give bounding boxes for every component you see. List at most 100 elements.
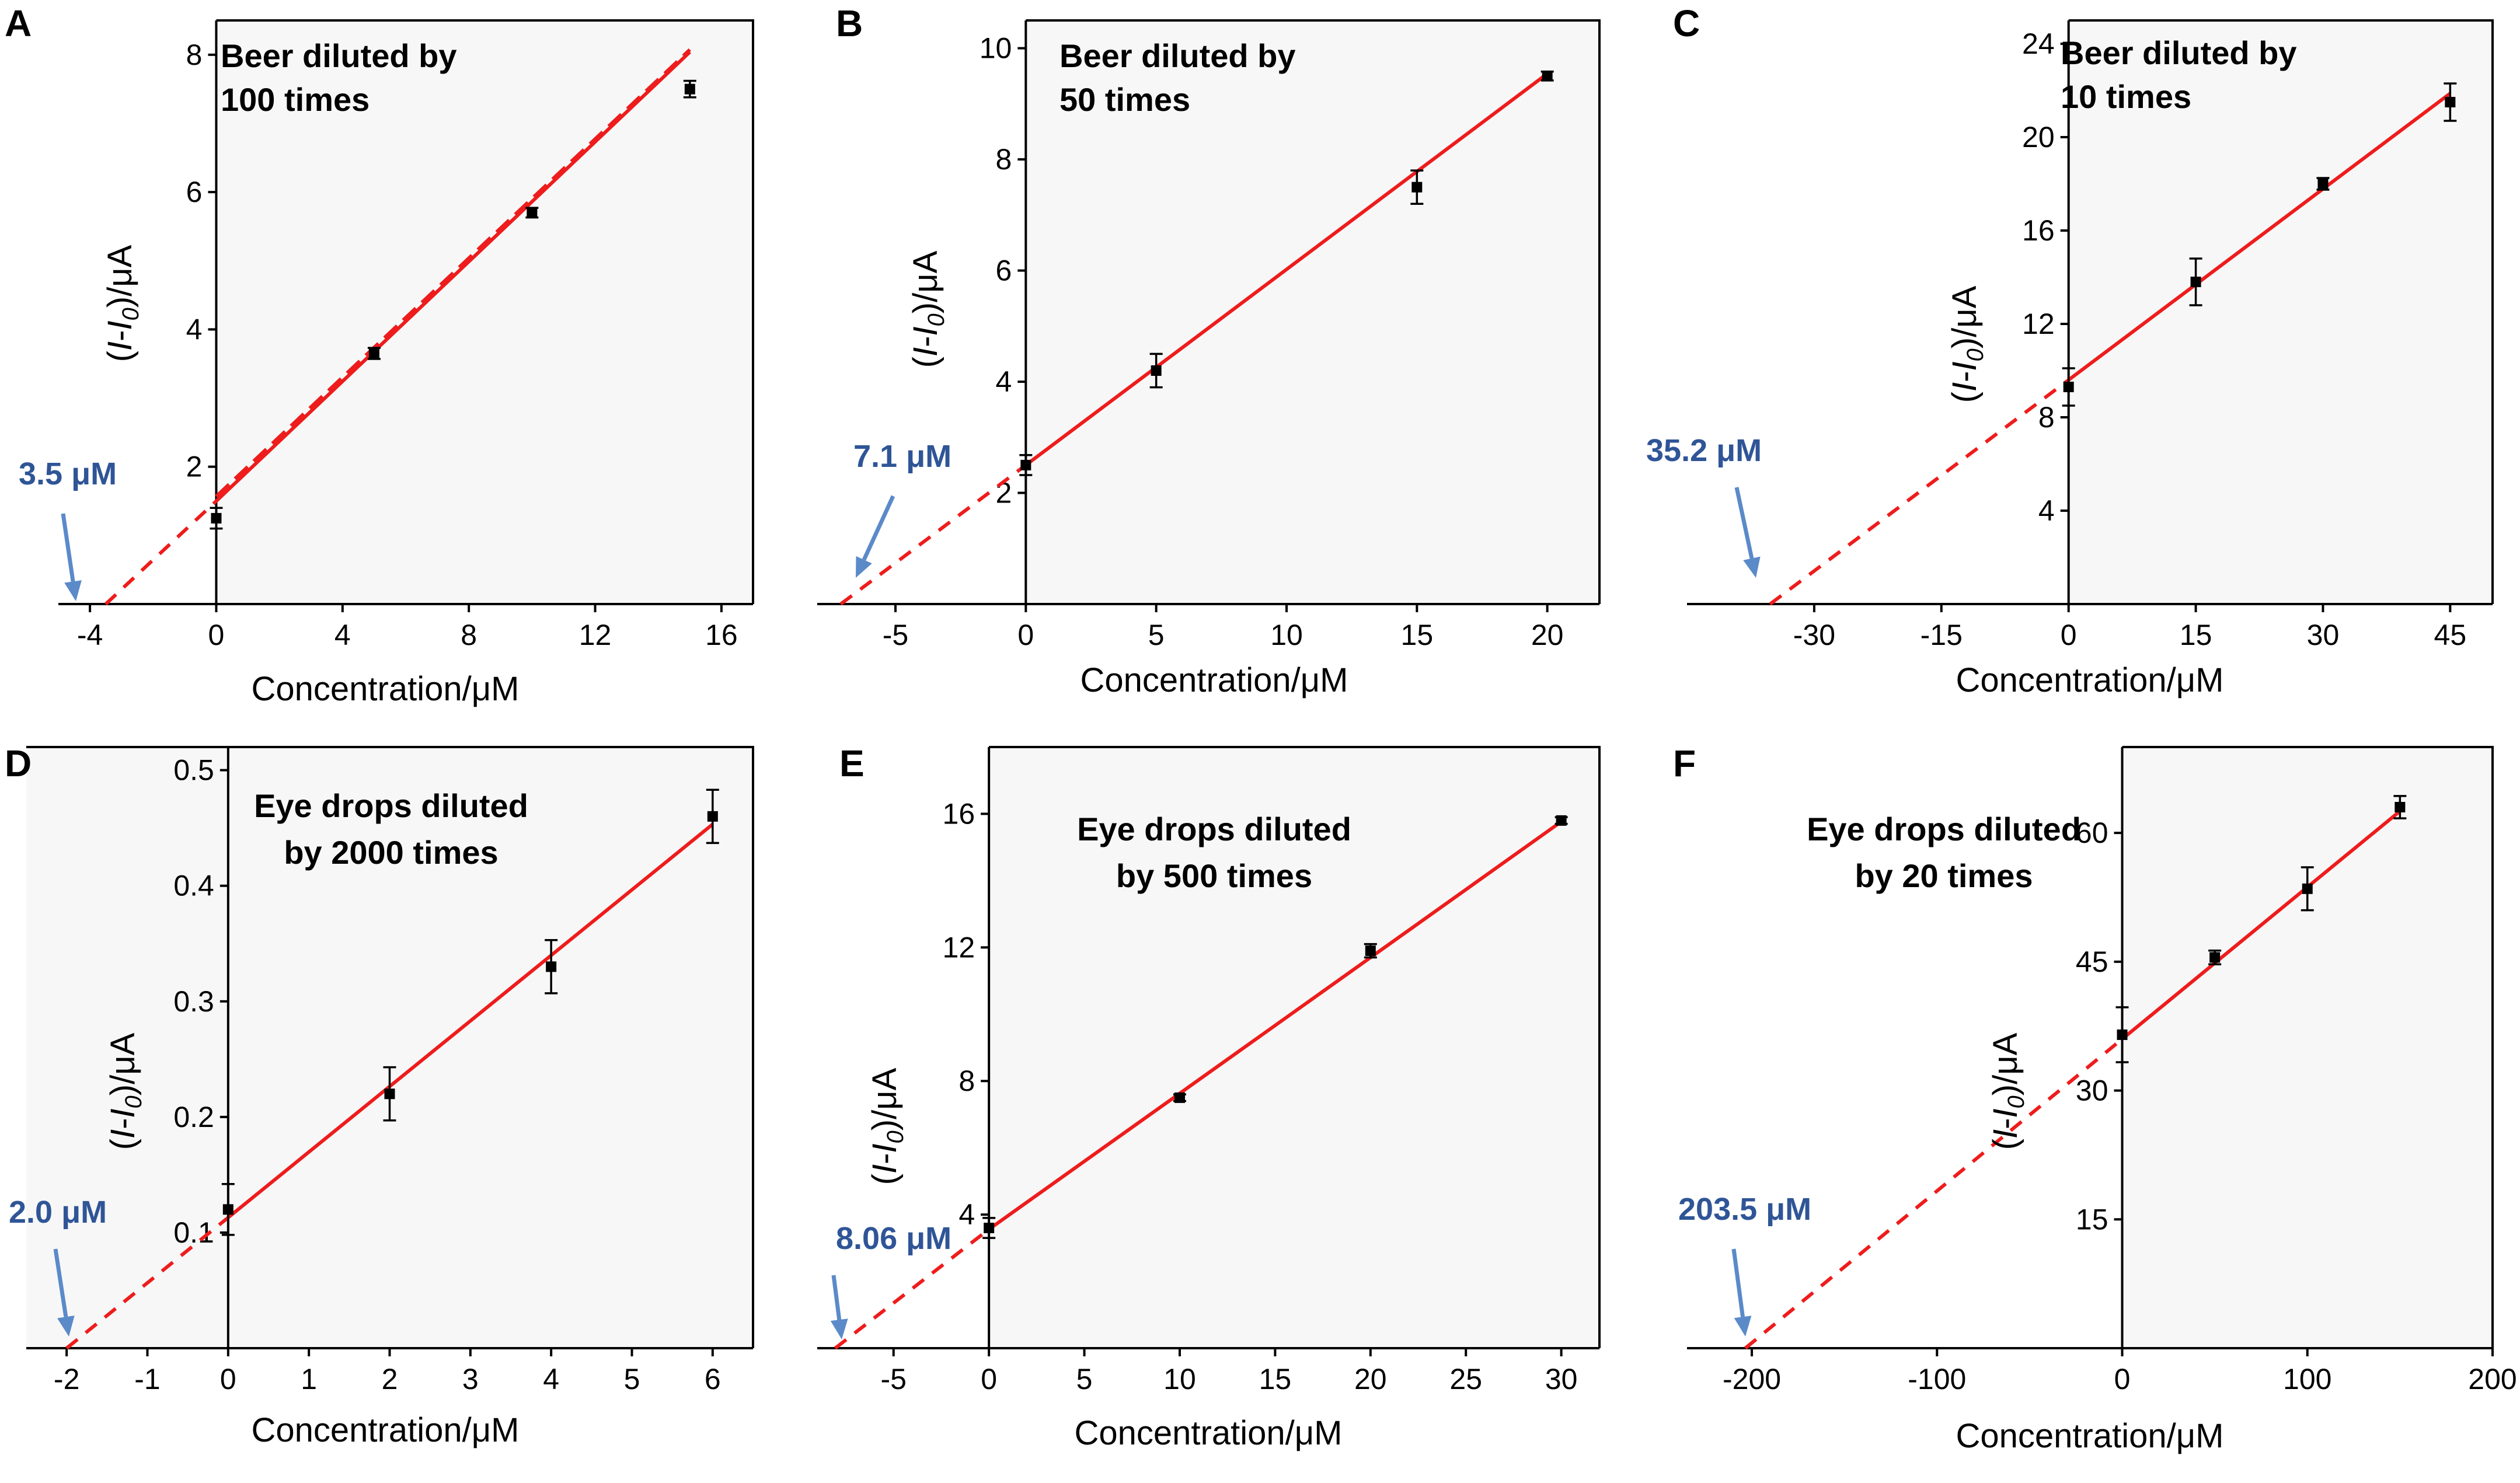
data-point <box>706 788 719 845</box>
y-axis-title: (I-I0)/μA <box>866 1067 908 1185</box>
plot-title-line: 100 times <box>221 81 370 118</box>
x-tick-label: 2 <box>382 1363 398 1395</box>
y-tick-label: 0.3 <box>173 985 214 1018</box>
y-axis-title-part: ( <box>1946 392 1984 403</box>
x-tick-label: 30 <box>1545 1363 1578 1395</box>
y-axis-title-part: )/μA <box>1986 1032 2024 1095</box>
marker <box>2445 97 2456 107</box>
intercept-arrow <box>1734 487 1761 578</box>
y-tick-label: 12 <box>943 931 975 964</box>
x-tick-label: 8 <box>461 619 477 651</box>
y-axis-title-part: I <box>101 320 139 330</box>
data-point <box>1410 169 1424 205</box>
x-axis-title: Concentration/μM <box>1956 661 2224 699</box>
y-tick-label: 6 <box>186 176 203 208</box>
plot-title-line: Eye drops diluted <box>254 787 528 824</box>
x-tick-label: 15 <box>1401 619 1434 651</box>
marker <box>2302 883 2313 894</box>
y-axis-title: (I-I0)/μA <box>907 250 949 368</box>
x-tick-label: -4 <box>77 619 103 651</box>
y-axis-title-part: ( <box>907 357 944 368</box>
arrow-head <box>64 580 82 601</box>
plot-title-line: 50 times <box>1059 81 1190 118</box>
data-point <box>2062 367 2075 407</box>
y-axis-title-part: )/μA <box>1946 285 1984 348</box>
y-axis-title-part: )/μA <box>907 250 944 313</box>
y-axis-title-part: - <box>1986 1118 2024 1129</box>
y-axis-title-part: I <box>104 1108 142 1118</box>
plot-title-line: by 20 times <box>1855 857 2033 894</box>
data-point <box>383 1066 396 1122</box>
y-axis-title: (I-I0)/μA <box>1946 285 1988 403</box>
extrapolation-line <box>1744 1037 2124 1350</box>
plot-area <box>216 20 753 604</box>
fit-line-dashed <box>215 48 691 498</box>
x-tick-label: -5 <box>880 1363 906 1395</box>
y-tick-label: 8 <box>958 1065 975 1097</box>
y-axis-title-part: 0 <box>2003 1095 2029 1108</box>
y-axis-title-part: 0 <box>118 308 144 320</box>
marker <box>2209 952 2221 963</box>
y-tick-label: 4 <box>2038 494 2055 527</box>
y-axis-title-part: - <box>1946 371 1984 382</box>
plot-frame <box>26 746 754 1348</box>
marker <box>1151 365 1162 376</box>
x-tick-label: 5 <box>1076 1363 1093 1395</box>
y-tick-label: 6 <box>996 254 1012 287</box>
y-tick-label: 10 <box>980 32 1012 65</box>
plot-area <box>1026 20 1599 604</box>
x-tick-label: 4 <box>543 1363 559 1395</box>
marker <box>2190 277 2201 287</box>
y-axis-title-part: - <box>907 336 944 347</box>
y-axis-title-part: - <box>104 1118 142 1129</box>
x-tick-label: 200 <box>2468 1363 2516 1395</box>
plot-area <box>989 747 1599 1348</box>
extrapolation-line <box>834 1227 990 1350</box>
x-tick-label: 0 <box>220 1363 236 1395</box>
y-axis-title: (I-I0)/μA <box>104 1032 147 1150</box>
marker <box>2117 1029 2128 1040</box>
y-axis-title-part: ( <box>1986 1139 2024 1150</box>
x-axis-title: Concentration/μM <box>252 1411 520 1449</box>
y-axis-title-part: I <box>1986 1108 2024 1118</box>
arrow-shaft <box>61 513 75 582</box>
marker <box>984 1223 995 1233</box>
x-tick-label: 12 <box>579 619 612 651</box>
data-point <box>982 1217 996 1239</box>
extrapolation-line <box>839 463 1027 606</box>
y-tick-label: 8 <box>996 143 1012 176</box>
marker <box>1365 945 1376 957</box>
x-tick-label: 4 <box>334 619 351 651</box>
marker <box>546 961 557 972</box>
data-point <box>1173 1092 1186 1103</box>
y-tick-label: 8 <box>186 39 203 71</box>
marker <box>1542 71 1553 82</box>
marker <box>2394 802 2406 812</box>
data-point <box>221 1182 235 1236</box>
fit-line <box>226 822 714 1219</box>
x-axis-title: Concentration/μM <box>1956 1417 2224 1455</box>
x-tick-label: -15 <box>1921 619 1963 651</box>
intercept-arrow <box>61 513 82 601</box>
y-tick-label: 0.5 <box>173 754 214 787</box>
plot-title-line: by 2000 times <box>284 834 498 871</box>
intercept-label: 35.2 μM <box>1646 433 1762 468</box>
arrow-head <box>1743 556 1761 578</box>
plot-title-line: Beer diluted by <box>221 37 457 74</box>
y-axis-title-part: ( <box>101 351 139 362</box>
plot-area <box>2068 20 2493 604</box>
arrow-shaft <box>1731 1248 1745 1317</box>
y-tick-label: 4 <box>186 313 203 346</box>
arrow-shaft <box>862 495 895 561</box>
chart-panel-a: -4 0 4 8 12 16 2 4 6 8 A Beer diluted by 100 times Co… <box>5 2 754 708</box>
x-tick-label: 15 <box>2180 619 2212 651</box>
plot-title-line: 10 times <box>2061 78 2191 115</box>
x-tick-label: 6 <box>705 1363 721 1395</box>
data-point <box>2208 949 2222 966</box>
marker <box>1556 815 1567 826</box>
x-tick-label: 5 <box>624 1363 640 1395</box>
